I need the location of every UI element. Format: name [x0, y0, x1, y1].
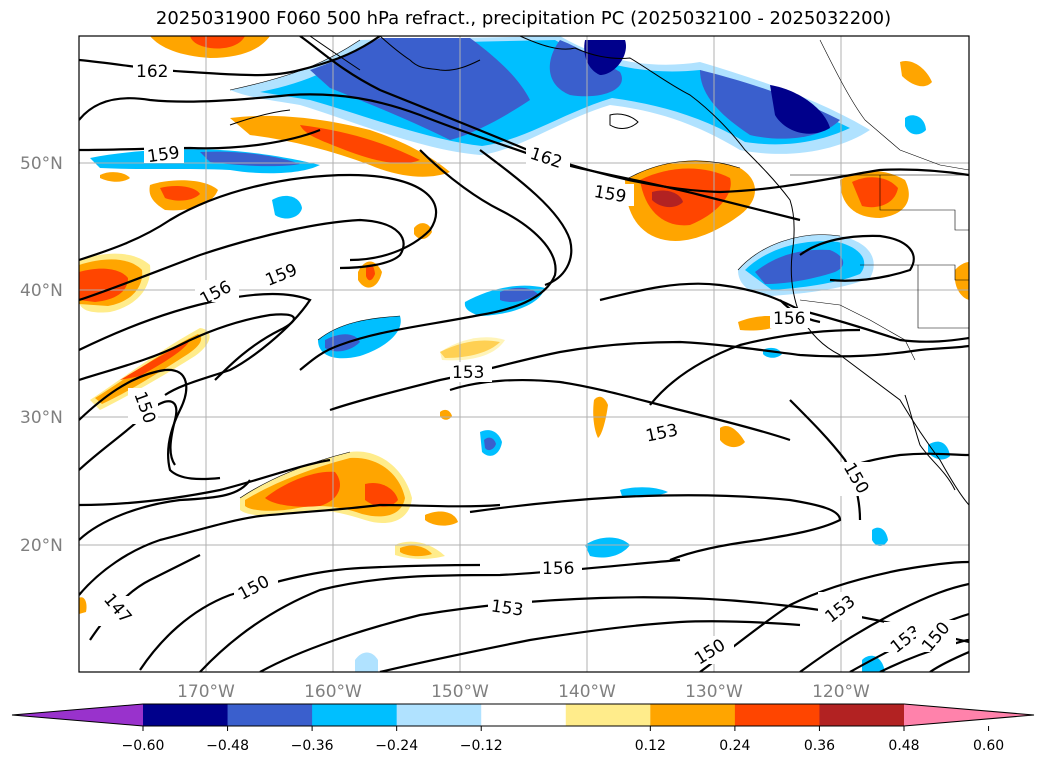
colorbar-segment: [481, 704, 567, 726]
neg-south-4: [862, 655, 885, 672]
latitude-labels: 50°N 40°N 30°N 20°N: [20, 154, 63, 556]
neg-blob-sw: [272, 195, 302, 219]
colorbar-segment: [650, 704, 736, 726]
neg-south-3: [872, 527, 888, 546]
colorbar-segment: [312, 704, 398, 726]
lon-label: 140°W: [558, 682, 616, 702]
political-borders: [790, 39, 969, 361]
pos-ne-corner: [900, 60, 932, 87]
pos-hawaii-small: [425, 511, 458, 526]
contour-label: 159: [146, 143, 181, 167]
neg-core-4: [770, 85, 830, 134]
neg-ne-1: [905, 115, 926, 135]
neg-core-1: [549, 40, 622, 97]
lat-label: 40°N: [20, 281, 63, 301]
lat-label: 50°N: [20, 154, 63, 174]
pos-small-1-core: [366, 264, 375, 281]
lon-label: 170°W: [177, 682, 235, 702]
contour-labels: 162 159 162 159 159 156 156 153 150 153 …: [98, 61, 956, 669]
colorbar-tick-label: −0.24: [375, 738, 418, 754]
lat-label: 20°N: [20, 536, 63, 556]
pos-hawaii-core-1: [265, 471, 340, 507]
colorbar-tick-label: 0.12: [635, 738, 666, 754]
contour-label: 162: [136, 62, 168, 82]
colorbar-tick-label: −0.12: [460, 738, 503, 754]
pos-region-west-core: [79, 268, 128, 302]
contour-label: 153: [452, 363, 484, 383]
colorbar-tick-label: −0.60: [122, 738, 165, 754]
colorbar-segment: [819, 704, 905, 726]
longitude-labels: 170°W 160°W 150°W 140°W 130°W 120°W: [177, 682, 870, 702]
pos-nw-us-core: [852, 177, 898, 208]
pos-ne-coast-core: [640, 168, 731, 226]
coastline: [229, 36, 969, 506]
pos-blob-w2: [100, 172, 130, 182]
pos-mid-3-light: [440, 337, 505, 361]
colorbar-extend-min: [12, 704, 143, 726]
pos-south-edge: [79, 597, 87, 614]
pos-hawaii-s2-core: [400, 545, 432, 557]
chart-title: 2025031900 F060 500 hPa refract., precip…: [155, 8, 892, 29]
shading-outlines: [229, 39, 841, 499]
lat-label: 30°N: [20, 408, 63, 428]
colorbar-tick-label: −0.36: [291, 738, 334, 754]
colorbar-tick-label: 0.24: [719, 738, 750, 754]
pos-ne-coast-dark: [652, 190, 683, 208]
lon-label: 150°W: [431, 682, 489, 702]
colorbar-segment: [734, 704, 820, 726]
colorbar-tick-label: 0.36: [804, 738, 835, 754]
colorbar-segment: [565, 704, 651, 726]
contour-label: 156: [542, 559, 574, 579]
precip-shading: [79, 36, 969, 672]
height-contours: [79, 36, 969, 672]
pos-hawaii-core-2: [365, 482, 398, 507]
pos-mid-4: [720, 425, 745, 448]
neg-band-north-core: [310, 38, 530, 140]
map-frame: [78, 35, 970, 673]
contour-label: 156: [773, 309, 805, 329]
lon-label: 160°W: [304, 682, 362, 702]
pos-blob-w1-core: [160, 186, 200, 201]
neg-mid-3-core: [484, 437, 496, 451]
colorbar-tick-label: 0.48: [888, 738, 919, 754]
pos-band-sw-core: [120, 340, 190, 380]
pos-band-aleutians-core: [300, 125, 420, 164]
graticule: [79, 36, 969, 672]
lon-label: 120°W: [812, 682, 870, 702]
colorbar-segment: [396, 704, 482, 726]
neg-mid-2-core: [500, 287, 538, 302]
colorbar-segment: [143, 704, 229, 726]
neg-california-core: [755, 249, 844, 284]
neg-south-5: [355, 652, 378, 672]
colorbar-tick-label: −0.48: [206, 738, 249, 754]
colorbar: −0.60 −0.48 −0.36 −0.24 −0.12 0.12 0.24 0.36 0.4…: [11, 703, 1035, 754]
contour-label: 153: [490, 596, 525, 620]
pos-blob-top-core: [190, 36, 245, 49]
pos-small-2: [414, 223, 432, 239]
neg-south-1: [585, 537, 630, 558]
colorbar-segment: [227, 704, 313, 726]
colorbar-extend-max: [904, 704, 1034, 726]
colorbar-tick-label: 0.60: [973, 738, 1004, 754]
lon-label: 130°W: [685, 682, 743, 702]
